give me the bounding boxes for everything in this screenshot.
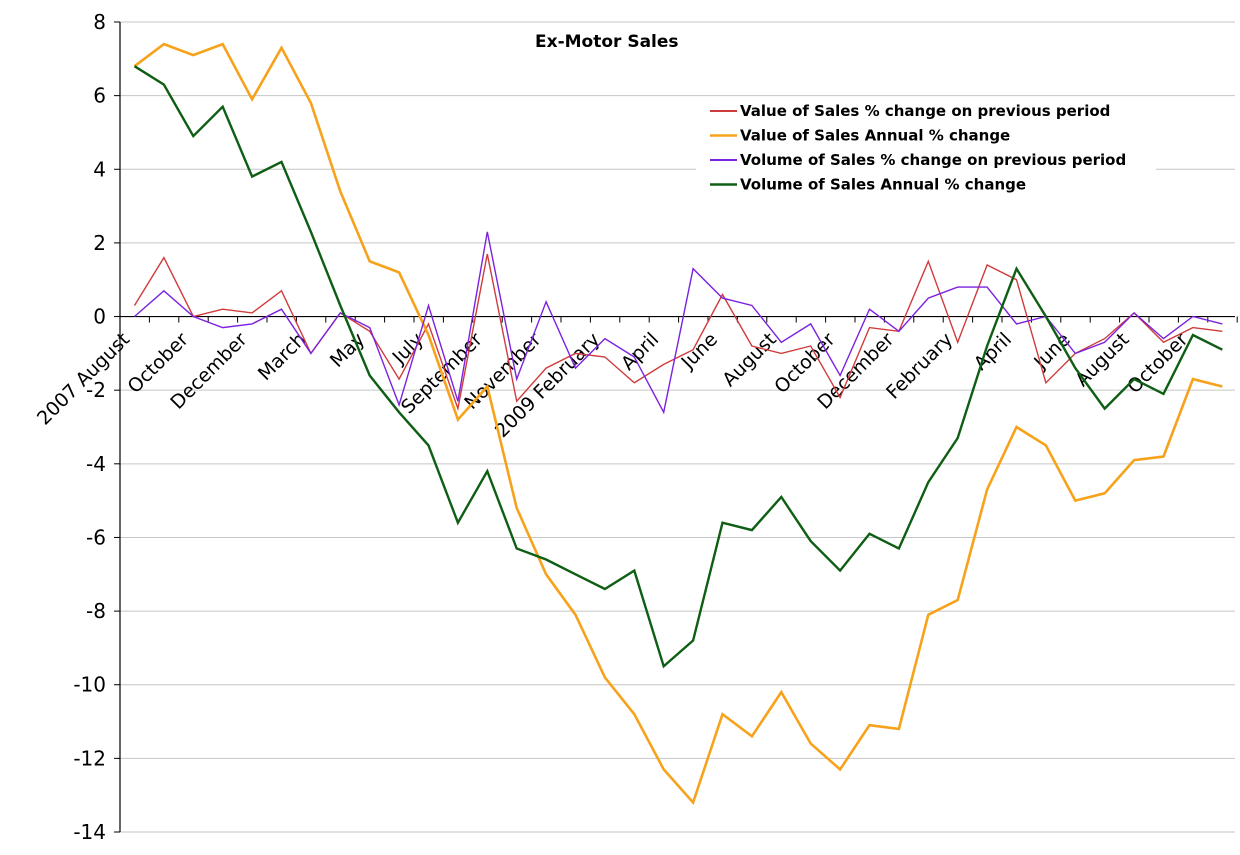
series-line-3	[134, 231, 1223, 415]
series-line-4	[133, 65, 1223, 669]
series-line-2	[133, 42, 1223, 806]
y-tick-labels: 8 6 4 2 0 -2 -4 -6 -8 -10 -12 -14	[73, 10, 106, 844]
legend-label: Value of Sales % change on previous peri…	[740, 102, 1110, 120]
x-tick-label: 2007 August	[33, 329, 134, 430]
y-tick-label: -14	[73, 820, 106, 844]
legend-label: Value of Sales Annual % change	[740, 127, 1010, 145]
y-tick-label: -4	[86, 452, 106, 476]
y-tick-label: 8	[93, 10, 106, 34]
y-tick-label: 0	[93, 305, 106, 329]
chart-title: Ex-Motor Sales	[535, 32, 679, 52]
x-tick-label: 2009 February	[491, 329, 605, 443]
y-tick-label: -8	[86, 599, 106, 623]
y-tick-label: -6	[86, 525, 106, 549]
series-lines	[133, 42, 1223, 806]
x-tick-label: June	[677, 329, 723, 375]
y-tick-label: -10	[73, 673, 106, 697]
x-tick-label: April	[970, 329, 1016, 375]
legend-box	[696, 97, 1156, 195]
axes	[119, 22, 1238, 832]
y-tick-label: -12	[73, 746, 106, 770]
legend-label: Volume of Sales Annual % change	[740, 176, 1026, 194]
y-tick-label: 4	[93, 157, 106, 181]
x-tick-label: March	[254, 329, 311, 386]
y-tick-label: -2	[86, 378, 106, 402]
legend-label: Volume of Sales % change on previous per…	[740, 151, 1126, 169]
x-tick-label: May	[326, 329, 369, 372]
x-tick-label: October	[1123, 328, 1192, 397]
y-tick-label: 6	[93, 84, 106, 108]
x-tick-label: June	[1029, 329, 1075, 375]
legend: Value of Sales % change on previous peri…	[696, 97, 1156, 195]
y-tick-label: 2	[93, 231, 106, 255]
